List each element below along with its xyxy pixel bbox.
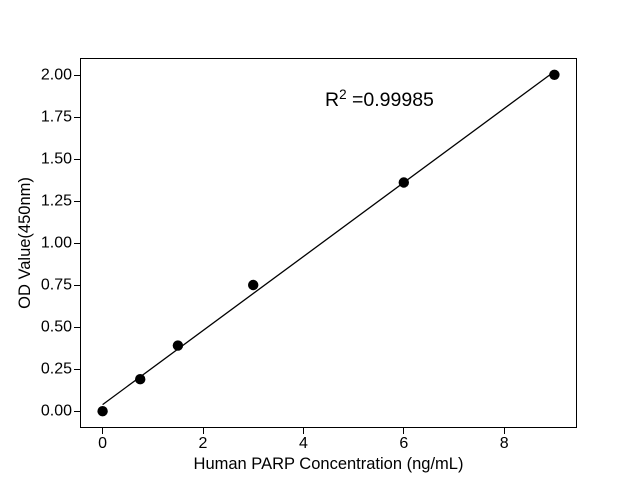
svg-text:0.00: 0.00 bbox=[41, 403, 72, 420]
svg-text:8: 8 bbox=[500, 435, 509, 452]
svg-text:1.25: 1.25 bbox=[41, 193, 72, 210]
svg-text:6: 6 bbox=[399, 435, 408, 452]
svg-text:2: 2 bbox=[199, 435, 208, 452]
svg-text:1.75: 1.75 bbox=[41, 108, 72, 125]
svg-text:Human PARP Concentration (ng/m: Human PARP Concentration (ng/mL) bbox=[194, 455, 464, 473]
svg-text:OD Value(450nm): OD Value(450nm) bbox=[16, 177, 34, 309]
svg-text:0.75: 0.75 bbox=[41, 277, 72, 294]
svg-text:1.00: 1.00 bbox=[41, 235, 72, 252]
svg-text:R2 =0.99985: R2 =0.99985 bbox=[325, 87, 434, 112]
svg-text:0.50: 0.50 bbox=[41, 319, 72, 336]
svg-text:0.25: 0.25 bbox=[41, 361, 72, 378]
svg-text:2.00: 2.00 bbox=[41, 66, 72, 83]
svg-text:1.50: 1.50 bbox=[41, 150, 72, 167]
svg-text:0: 0 bbox=[98, 435, 107, 452]
svg-text:4: 4 bbox=[299, 435, 308, 452]
